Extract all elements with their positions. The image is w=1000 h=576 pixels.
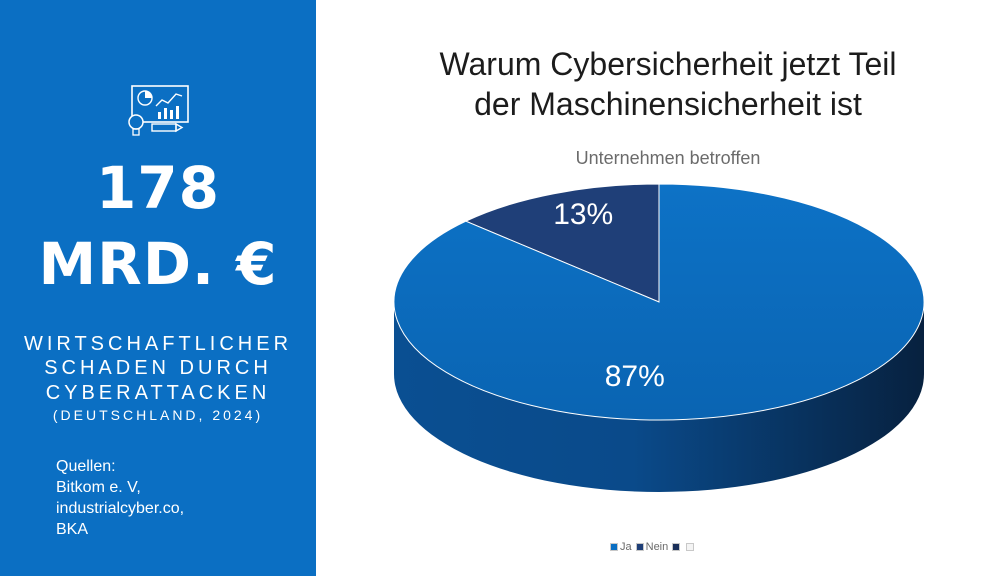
caption-line: CYBERATTACKEN [45,382,271,404]
pie-label-ja: 87% [605,360,665,393]
legend-swatch-empty [686,543,695,551]
source-item: industrialcyber.co, [56,500,185,517]
sources-heading: Quellen: [56,458,116,475]
legend-swatch-dark [672,543,681,551]
pie-side-wall [394,302,924,492]
sources-list: Quellen: Bitkom e. V, industrialcyber.co… [56,456,296,540]
pie-label-nein: 13% [553,198,613,231]
damage-amount-unit: MRD. € [38,230,278,298]
legend-item-ja: Ja [610,541,632,553]
legend-item-nein: Nein [635,541,669,553]
legend-item-empty [686,543,696,551]
chart-title-line-2: der Maschinensicherheit ist [474,86,862,122]
source-item: BKA [56,521,89,538]
legend-item-unlabeled [672,543,682,551]
legend-swatch-nein [635,543,644,551]
source-item: Bitkom e. V, [56,479,141,496]
legend-label-nein: Nein [645,541,669,553]
chart-legend: Ja Nein [610,541,700,553]
presentation-analytics-icon [128,85,189,136]
pie-slice-ja [393,183,925,421]
caption-line: WIRTSCHAFTLICHER [23,333,293,355]
chart-subtitle: Unternehmen betroffen [575,148,761,168]
damage-amount-value: 178 [95,154,221,222]
legend-label-ja: Ja [620,541,632,553]
legend-swatch-ja [610,543,618,551]
caption-note: (DEUTSCHLAND, 2024) [52,407,264,423]
left-info-panel: 178 MRD. € WIRTSCHAFTLICHER SCHADEN DURC… [0,0,316,576]
chart-title-line-1: Warum Cybersicherheit jetzt Teil [439,46,897,82]
pie-slice-nein [464,183,660,303]
caption-line: SCHADEN DURCH [44,357,272,379]
